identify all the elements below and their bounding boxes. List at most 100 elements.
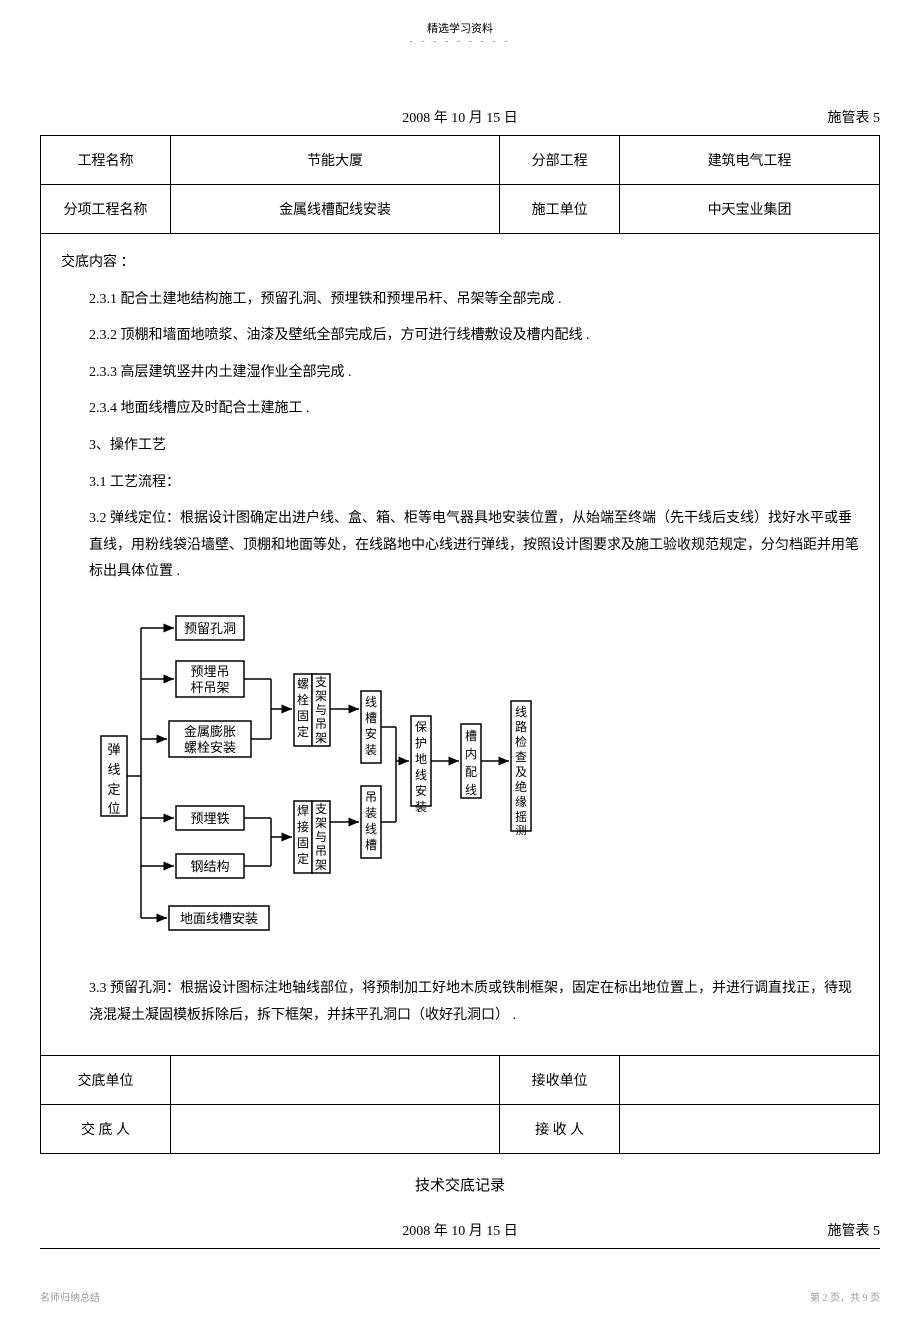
cell-sender	[171, 1105, 500, 1154]
p234: 2.3.4 地面线槽应及时配合土建施工 .	[61, 396, 859, 423]
cell-subproject-label: 分项工程名称	[41, 185, 171, 234]
svg-text:槽: 槽	[365, 838, 377, 852]
flowchart-svg: 弹 线 定 位 预留孔洞 预埋吊 杆吊架 金属膨胀 螺栓安装 预埋铁	[61, 606, 601, 946]
p32: 3.2 弹线定位：根据设计图确定出进户线、盒、箱、柜等电气器具地安装位置，从始端…	[61, 506, 859, 586]
date-row: 2008 年 10 月 15 日 施管表 5	[40, 107, 880, 127]
svg-text:装: 装	[415, 800, 427, 814]
svg-text:接: 接	[297, 819, 309, 834]
bottom-rule	[40, 1248, 880, 1249]
bottom-table-label: 施管表 5	[730, 1220, 880, 1240]
flowchart: 弹 线 定 位 预留孔洞 预埋吊 杆吊架 金属膨胀 螺栓安装 预埋铁	[61, 606, 859, 946]
table-label: 施管表 5	[730, 107, 880, 127]
cell-receiver	[620, 1105, 880, 1154]
date-text: 2008 年 10 月 15 日	[190, 107, 730, 127]
svg-text:架: 架	[315, 731, 327, 745]
table-row: 交 底 人 接 收 人	[41, 1105, 880, 1154]
svg-text:杆吊架: 杆吊架	[190, 680, 229, 695]
svg-text:线: 线	[365, 695, 377, 709]
cell-project-name-label: 工程名称	[41, 136, 171, 185]
svg-text:支: 支	[315, 802, 327, 816]
bottom-title: 技术交底记录	[40, 1174, 880, 1195]
svg-text:定: 定	[297, 724, 309, 739]
cell-unit-label: 施工单位	[500, 185, 620, 234]
p33: 3.3 预留孔洞：根据设计图标注地轴线部位，将预制加工好地木质或铁制框架，固定在…	[61, 976, 859, 1029]
svg-text:吊: 吊	[315, 717, 327, 731]
svg-text:缘: 缘	[515, 795, 527, 809]
svg-text:测: 测	[516, 824, 527, 837]
table-row: 交底单位 接收单位	[41, 1056, 880, 1105]
bottom-date: 2008 年 10 月 15 日	[190, 1220, 730, 1240]
content-title: 交底内容 ：	[61, 250, 859, 277]
svg-text:预埋吊: 预埋吊	[190, 664, 229, 679]
svg-text:槽: 槽	[465, 729, 477, 743]
svg-text:地: 地	[415, 752, 427, 766]
svg-text:定: 定	[107, 782, 120, 797]
svg-text:装: 装	[365, 806, 377, 820]
svg-text:吊: 吊	[365, 790, 377, 804]
cell-project-name: 节能大厦	[171, 136, 500, 185]
svg-text:吊: 吊	[315, 844, 327, 858]
svg-text:焊: 焊	[297, 803, 309, 818]
svg-text:钢结构: 钢结构	[190, 859, 229, 874]
svg-text:固: 固	[297, 836, 309, 850]
svg-text:与: 与	[315, 830, 327, 844]
cell-receiver-label: 接 收 人	[500, 1105, 620, 1154]
p231: 2.3.1 配合土建地结构施工，预留孔洞、预埋铁和预埋吊杆、吊架等全部完成 .	[61, 287, 859, 314]
p233: 2.3.3 高层建筑竖井内土建湿作业全部完成 .	[61, 360, 859, 387]
svg-text:与: 与	[315, 703, 327, 717]
cell-receiver-unit-label: 接收单位	[500, 1056, 620, 1105]
svg-text:线: 线	[415, 768, 427, 782]
cell-division-label: 分部工程	[500, 136, 620, 185]
svg-text:金属膨胀: 金属膨胀	[184, 724, 236, 739]
svg-text:地面线槽安装: 地面线槽安装	[180, 911, 258, 926]
footer-right: 第 2 页，共 9 页	[810, 1289, 880, 1304]
main-table: 工程名称 节能大厦 分部工程 建筑电气工程 分项工程名称 金属线槽配线安装 施工…	[40, 135, 880, 1154]
svg-text:螺栓安装: 螺栓安装	[184, 740, 236, 755]
svg-text:配: 配	[465, 765, 477, 779]
page-footer: 名师归纳总结 第 2 页，共 9 页	[40, 1289, 880, 1304]
svg-text:检: 检	[515, 734, 527, 749]
svg-text:路: 路	[515, 719, 527, 734]
cell-unit: 中天宝业集团	[620, 185, 880, 234]
svg-text:保: 保	[415, 720, 427, 734]
svg-text:位: 位	[107, 801, 120, 816]
svg-text:弹: 弹	[107, 742, 120, 757]
svg-text:预埋铁: 预埋铁	[190, 811, 229, 826]
header-title: 精选学习资料	[40, 20, 880, 36]
svg-text:架: 架	[315, 689, 327, 703]
svg-text:查: 查	[515, 750, 527, 764]
svg-text:线: 线	[107, 762, 120, 777]
svg-text:架: 架	[315, 816, 327, 830]
svg-text:内: 内	[465, 747, 477, 761]
cell-sender-unit	[171, 1056, 500, 1105]
cell-receiver-unit	[620, 1056, 880, 1105]
svg-text:螺: 螺	[297, 677, 309, 691]
cell-sender-unit-label: 交底单位	[41, 1056, 171, 1105]
svg-text:绝: 绝	[515, 779, 527, 794]
svg-text:支: 支	[315, 675, 327, 689]
cell-division: 建筑电气工程	[620, 136, 880, 185]
svg-text:线: 线	[515, 705, 527, 719]
svg-text:线: 线	[365, 822, 377, 836]
svg-text:槽: 槽	[365, 711, 377, 725]
svg-text:栓: 栓	[297, 692, 309, 707]
svg-text:架: 架	[315, 858, 327, 872]
svg-text:安: 安	[415, 783, 427, 798]
svg-text:安: 安	[365, 726, 377, 741]
cell-sender-label: 交 底 人	[41, 1105, 171, 1154]
svg-text:护: 护	[415, 736, 427, 750]
table-row: 交底内容 ： 2.3.1 配合土建地结构施工，预留孔洞、预埋铁和预埋吊杆、吊架等…	[41, 234, 880, 1056]
bottom-date-row: 2008 年 10 月 15 日 施管表 5	[40, 1220, 880, 1240]
content-cell: 交底内容 ： 2.3.1 配合土建地结构施工，预留孔洞、预埋铁和预埋吊杆、吊架等…	[41, 234, 880, 1056]
doc-header: 精选学习资料 - - - - - - - - -	[40, 20, 880, 47]
cell-subproject: 金属线槽配线安装	[171, 185, 500, 234]
svg-text:摇: 摇	[515, 810, 527, 824]
p3: 3、操作工艺	[61, 433, 859, 460]
p232: 2.3.2 顶棚和墙面地喷浆、油漆及壁纸全部完成后，方可进行线槽敷设及槽内配线 …	[61, 323, 859, 350]
svg-text:装: 装	[365, 743, 377, 757]
svg-text:定: 定	[297, 851, 309, 866]
table-row: 工程名称 节能大厦 分部工程 建筑电气工程	[41, 136, 880, 185]
header-dots: - - - - - - - - -	[40, 36, 880, 47]
svg-text:及: 及	[515, 765, 527, 779]
svg-text:固: 固	[297, 709, 309, 723]
